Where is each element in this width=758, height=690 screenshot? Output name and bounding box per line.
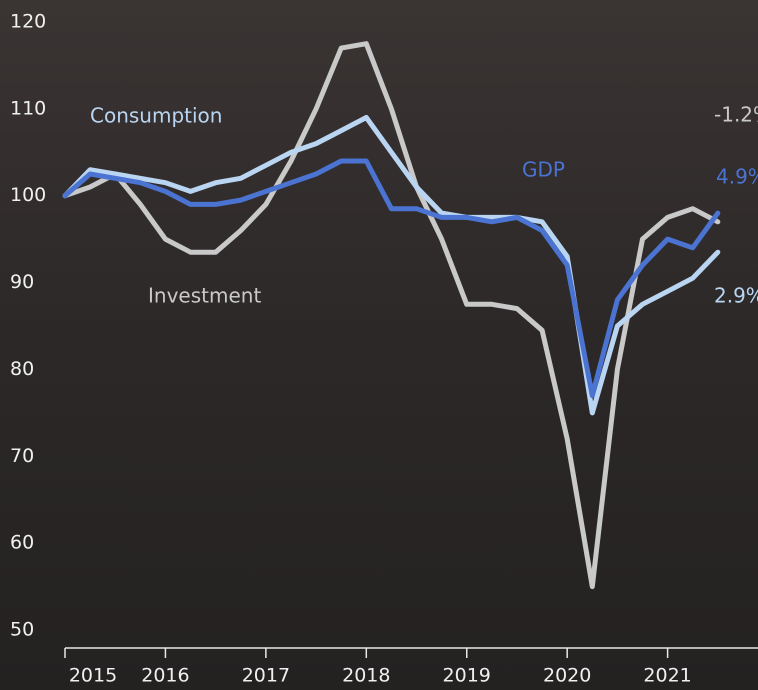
y-tick-label: 50: [10, 619, 34, 641]
page: {"chart_data": { "type": "line", "x": [2…: [0, 0, 758, 690]
x-tick-label: 2021: [643, 665, 691, 687]
x-tick-label: 2019: [443, 665, 491, 687]
y-tick-label: 100: [10, 184, 46, 206]
chart: 50 60 70 80 90 100 110 120 2015 2016 2017 2018 2019 2…: [0, 0, 758, 690]
x-tick-label: 2016: [141, 665, 189, 687]
series-label: GDP: [522, 158, 565, 182]
y-tick-label: 120: [10, 11, 46, 33]
series-label: Investment: [148, 284, 261, 308]
x-tick-label: 2018: [342, 665, 390, 687]
y-tick-label: 60: [10, 532, 34, 554]
y-tick-label: 80: [10, 358, 34, 380]
y-tick-label: 90: [10, 271, 34, 293]
x-tick-label: 2020: [543, 665, 591, 687]
series-label: Consumption: [90, 104, 222, 128]
y-tick-label: 110: [10, 97, 46, 119]
end-label: 4.9%: [716, 165, 758, 189]
y-tick-label: 70: [10, 445, 34, 467]
end-label: -1.2%: [714, 103, 758, 127]
end-label: 2.9%: [714, 284, 758, 308]
x-tick-label: 2017: [242, 665, 290, 687]
x-tick-label: 2015: [69, 665, 117, 687]
